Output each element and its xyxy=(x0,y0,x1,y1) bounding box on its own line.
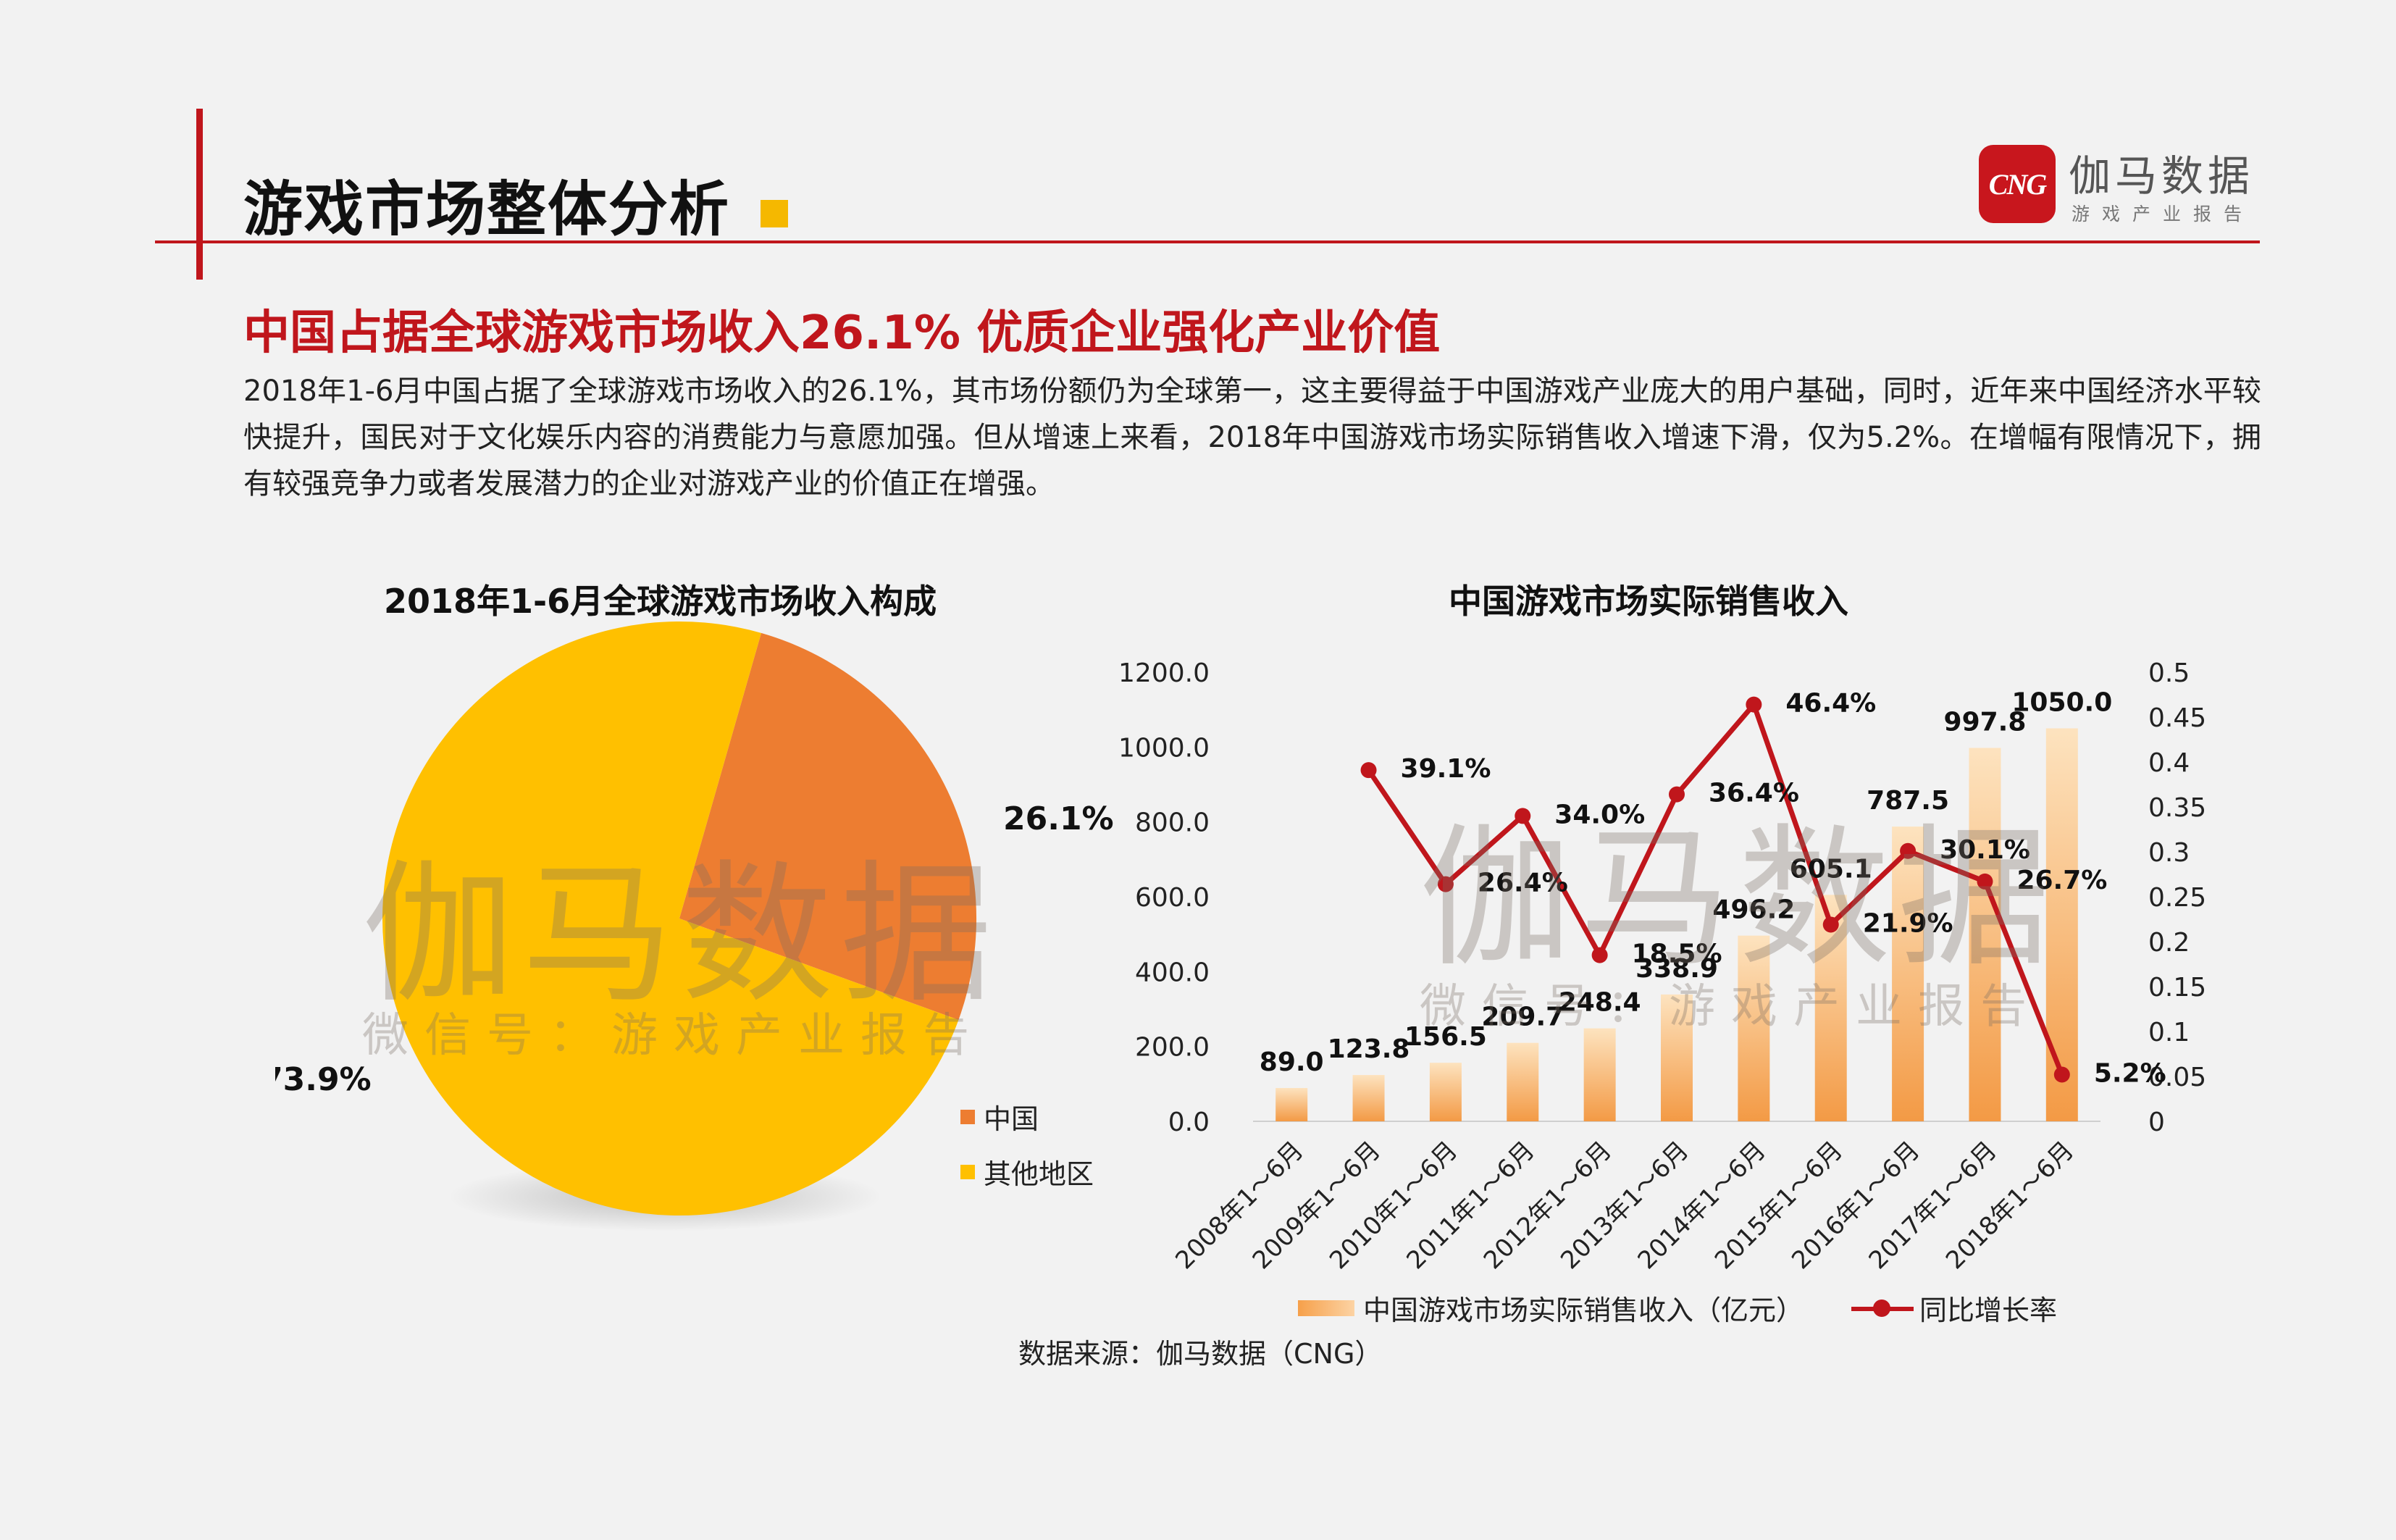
y-right-tick: 0 xyxy=(2148,1108,2165,1137)
data-source: 数据来源：伽马数据（CNG） xyxy=(1018,1338,1383,1370)
pie-label-china: 26.1% xyxy=(1003,800,1114,837)
legend-swatch-growth xyxy=(1851,1297,1914,1319)
pie-slice-others xyxy=(382,622,959,1216)
growth-point xyxy=(1669,786,1685,803)
bar-value-label: 338.9 xyxy=(1635,954,1718,984)
bar-value-label: 787.5 xyxy=(1867,786,1949,816)
description: 2018年1-6月中国占据了全球游戏市场收入的26.1%，其市场份额仍为全球第一… xyxy=(243,374,2261,501)
bar-value-label: 209.7 xyxy=(1481,1003,1564,1032)
pie-chart-title: 2018年1-6月全球游戏市场收入构成 xyxy=(384,582,937,621)
legend-label-china: 中国 xyxy=(984,1103,1039,1135)
growth-value-label: 5.2% xyxy=(2094,1059,2166,1089)
bar xyxy=(1661,994,1693,1121)
logo-name: 伽马数据 xyxy=(2069,151,2255,201)
y-left-tick: 0.0 xyxy=(1168,1108,1210,1137)
growth-value-label: 18.5% xyxy=(1632,940,1722,969)
bar xyxy=(1583,1028,1616,1121)
bar xyxy=(1429,1063,1462,1121)
legend-label-revenue: 中国游戏市场实际销售收入（亿元） xyxy=(1363,1294,1804,1326)
y-right-tick: 0.3 xyxy=(2148,838,2190,868)
y-left-tick: 800.0 xyxy=(1135,808,1210,838)
header-accent-bar xyxy=(196,109,203,280)
growth-point xyxy=(1515,808,1531,824)
y-right-tick: 0.35 xyxy=(2148,793,2206,823)
y-right-tick: 0.15 xyxy=(2148,973,2206,1003)
combo-chart: 0.0 200.0 400.0 600.0 800.0 1000.0 1200.0 0 0.05… xyxy=(1118,658,2206,1275)
header-rule xyxy=(155,240,2260,243)
bar xyxy=(1892,827,1924,1121)
bar-legend-growth: 同比增长率 xyxy=(1851,1288,2057,1328)
bar-value-label: 156.5 xyxy=(1404,1022,1487,1052)
bar-legend-revenue: 中国游戏市场实际销售收入（亿元） xyxy=(1298,1288,1804,1328)
y-right-tick: 0.1 xyxy=(2148,1018,2190,1047)
logo-subtitle: 游戏产业报告 xyxy=(2072,204,2255,225)
bar-value-label: 248.4 xyxy=(1559,988,1641,1018)
y-right-tick: 0.2 xyxy=(2148,928,2190,958)
growth-point xyxy=(1437,876,1454,892)
bar xyxy=(1814,895,1847,1121)
bar-chart-title: 中国游戏市场实际销售收入 xyxy=(1449,582,1848,621)
growth-value-label: 46.4% xyxy=(1785,689,1876,719)
bar-value-label: 1050.0 xyxy=(2011,688,2112,718)
bar-value-label: 89.0 xyxy=(1260,1047,1324,1077)
legend-swatch-revenue xyxy=(1298,1300,1354,1316)
y-right-tick: 0.05 xyxy=(2148,1063,2206,1092)
pie-slice-china xyxy=(679,632,977,1020)
growth-point xyxy=(1977,873,1993,890)
pie-legend-china: 中国 xyxy=(960,1097,1039,1137)
bar xyxy=(1352,1075,1385,1121)
bar-value-label: 496.2 xyxy=(1712,895,1795,925)
cng-logo: CNG 伽马数据 游戏产业报告 xyxy=(1979,145,2283,230)
growth-line xyxy=(1366,702,2065,1076)
bar-value-label: 997.8 xyxy=(1944,707,2027,737)
growth-point xyxy=(2053,1066,2070,1083)
legend-label-others: 其他地区 xyxy=(984,1158,1094,1190)
growth-point xyxy=(1900,842,1917,859)
growth-point xyxy=(1822,916,1839,933)
growth-value-label: 26.4% xyxy=(1478,869,1568,898)
bar xyxy=(2045,728,2078,1121)
legend-swatch-china xyxy=(960,1109,975,1124)
y-left-tick: 400.0 xyxy=(1135,958,1210,987)
headline: 中国占据全球游戏市场收入26.1% 优质企业强化产业价值 xyxy=(243,306,1441,360)
legend-label-growth: 同比增长率 xyxy=(1919,1294,2058,1326)
title-square-icon xyxy=(761,200,788,227)
growth-value-label: 34.0% xyxy=(1554,800,1645,829)
y-right-tick: 0.25 xyxy=(2148,883,2206,913)
growth-value-label: 36.4% xyxy=(1709,779,1799,808)
page-title: 游戏市场整体分析 xyxy=(243,175,731,244)
bar xyxy=(1276,1088,1308,1121)
pie-label-others: 73.9% xyxy=(275,1061,372,1098)
bar-value-label: 123.8 xyxy=(1328,1034,1410,1064)
growth-point xyxy=(1746,696,1762,713)
y-right-tick: 0.4 xyxy=(2148,748,2190,778)
growth-value-label: 21.9% xyxy=(1863,908,1953,938)
legend-swatch-others xyxy=(960,1164,975,1179)
pie-legend-others: 其他地区 xyxy=(960,1152,1094,1192)
bar xyxy=(1969,748,2001,1121)
y-right-tick: 0.5 xyxy=(2148,658,2190,688)
pie-chart: 26.1% 73.9% xyxy=(275,622,1114,1231)
logo-badge: CNG xyxy=(1979,145,2056,223)
y-left-tick: 1200.0 xyxy=(1118,658,1210,688)
y-left-tick: 200.0 xyxy=(1135,1033,1210,1063)
y-right-tick: 0.45 xyxy=(2148,703,2206,733)
growth-point xyxy=(1360,762,1377,779)
bar xyxy=(1507,1042,1539,1121)
growth-value-label: 30.1% xyxy=(1940,835,2030,865)
growth-value-label: 26.7% xyxy=(2016,866,2107,895)
growth-value-label: 39.1% xyxy=(1401,754,1491,784)
bar-value-label: 605.1 xyxy=(1790,854,1872,884)
bar xyxy=(1738,935,1770,1121)
growth-point xyxy=(1591,947,1608,963)
y-left-tick: 600.0 xyxy=(1135,883,1210,913)
y-left-tick: 1000.0 xyxy=(1118,733,1210,763)
